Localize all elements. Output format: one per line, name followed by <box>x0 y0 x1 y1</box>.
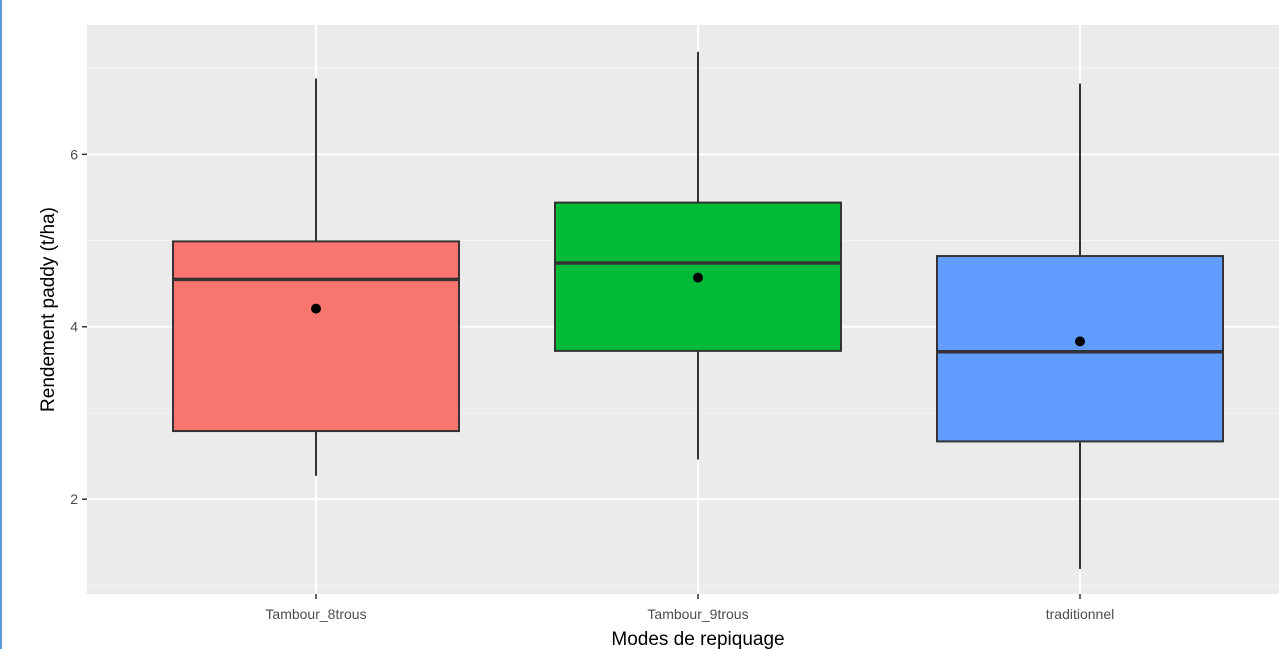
y-tick-label: 4 <box>70 319 78 335</box>
y-axis: 2 4 6 <box>70 146 87 507</box>
y-axis-title: Rendement paddy (t/ha) <box>38 207 59 412</box>
x-axis-title: Modes de repiquage <box>611 629 784 649</box>
mean-point <box>693 272 703 283</box>
y-tick-label: 6 <box>70 146 78 162</box>
x-axis: Tambour_8trous Tambour_9trous traditionnel <box>265 594 1114 622</box>
mean-point <box>311 303 321 314</box>
boxes-layer <box>172 51 1224 569</box>
x-tick-label: Tambour_9trous <box>647 606 748 622</box>
left-border <box>0 0 2 649</box>
x-tick-label: Tambour_8trous <box>265 606 366 622</box>
box-body <box>936 255 1224 443</box>
box-traditionnel <box>936 83 1224 569</box>
mean-point <box>1075 336 1085 347</box>
box-Tambour_9trous <box>554 51 842 460</box>
box-body <box>172 240 460 433</box>
box-Tambour_8trous <box>172 78 460 476</box>
x-tick-label: traditionnel <box>1046 606 1115 622</box>
y-tick-label: 2 <box>70 491 78 507</box>
